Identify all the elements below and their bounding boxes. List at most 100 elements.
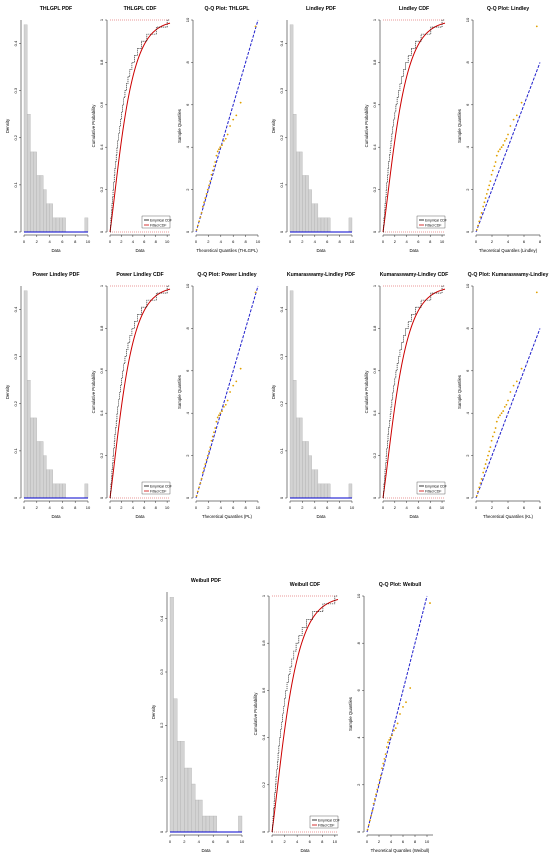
y-axis-label: Sample Quantiles [348, 697, 353, 731]
qq-point [505, 137, 508, 140]
legend-label-fitted: Fitted CDF [425, 223, 441, 227]
qq-point [487, 188, 489, 191]
y-tick-label: 1 [372, 284, 377, 287]
x-tick-label: 4 [48, 505, 51, 510]
panel-pdf-9: Kumaraswamy-Lindley PDF 0 2 4 6 8 10 0 0.1 0.2 0.3… [271, 272, 355, 519]
qq-point [515, 380, 518, 383]
y-tick-label: 0 [13, 230, 18, 233]
y-tick-label: 10 [185, 283, 190, 288]
x-tick-label: 4 [48, 239, 51, 244]
panel-title: Lindley PDF [306, 6, 336, 12]
x-axis-label: Data [135, 248, 145, 253]
x-tick-label: 8 [244, 505, 247, 510]
x-tick-label: 2 [36, 505, 39, 510]
x-tick-label: 0 [23, 505, 26, 510]
panel-title: Q-Q Plot: Lindley [487, 6, 529, 12]
qq-point [232, 118, 235, 121]
qq-point [203, 467, 205, 470]
y-tick-label: 0.8 [372, 325, 377, 331]
qq-point [477, 490, 479, 493]
histogram-bar [23, 290, 28, 499]
histogram-bar [39, 441, 44, 499]
qq-point [377, 783, 380, 786]
y-tick-label: 4 [356, 736, 361, 739]
y-tick-label: 0 [372, 230, 377, 233]
histogram-bar [348, 217, 353, 233]
histogram-bar [36, 441, 41, 499]
qq-point [226, 133, 229, 136]
panel-title: Weibull CDF [290, 582, 320, 588]
qq-point [484, 463, 487, 465]
y-tick-label: 6 [185, 369, 190, 372]
y-tick-label: 1 [99, 18, 104, 21]
qq-point [485, 458, 488, 461]
x-tick-label: 0 [289, 239, 292, 244]
qq-point [203, 201, 205, 204]
qq-point [224, 137, 227, 140]
qq-point [214, 427, 217, 429]
y-tick-label: 0.6 [372, 101, 377, 107]
qq-point [205, 458, 208, 461]
y-tick-label: 0.4 [99, 410, 104, 416]
y-axis-label: Sample Quantiles [457, 109, 462, 143]
x-tick-label: 2 [120, 505, 123, 510]
x-tick-label: 6 [232, 239, 235, 244]
qq-point [494, 427, 497, 429]
histogram-bar [27, 380, 31, 499]
y-tick-label: 0.4 [279, 306, 284, 312]
fitted-cdf-line [382, 288, 446, 499]
y-tick-label: 0.2 [279, 400, 284, 406]
x-tick-label: 4 [314, 239, 317, 244]
y-tick-label: 0 [261, 830, 266, 833]
y-tick-label: 0.4 [372, 410, 377, 416]
qq-point [215, 154, 218, 157]
y-tick-label: 0 [279, 230, 284, 233]
panel-title: Weibull PDF [191, 578, 221, 584]
y-axis-label: Cumulative Probability [364, 104, 369, 148]
y-tick-label: 0.6 [99, 101, 104, 107]
x-tick-label: 2 [378, 839, 381, 844]
qq-point [200, 212, 203, 214]
x-tick-label: 0 [366, 839, 369, 844]
x-tick-label: 0 [169, 839, 172, 844]
x-tick-label: 10 [86, 239, 91, 244]
histogram-bar [320, 483, 325, 499]
x-axis-label: Data [409, 514, 419, 519]
y-tick-label: 0.1 [279, 447, 284, 453]
panel-title: Q-Q Plot: Power Lindley [197, 272, 256, 278]
x-tick-label: 2 [207, 239, 210, 244]
panel-qq-14: Q-Q Plot: Weibull 0 2 4 6 8 10 0 2 4 6 8 10 Theoretic… [348, 582, 433, 853]
x-tick-label: 2 [301, 239, 304, 244]
panel-cdf-13: Weibull CDF 0 2 4 6 8 10 0 0.2 0.4 0.6 0.8 1 Data Cumu… [253, 582, 340, 853]
histogram-bar [43, 455, 47, 499]
y-tick-label: 10 [465, 17, 470, 22]
x-tick-label: 6 [309, 839, 312, 844]
legend-label-fitted: Fitted CDF [425, 489, 441, 493]
qq-point [373, 798, 376, 800]
qq-point [218, 414, 220, 417]
qq-point [224, 403, 227, 406]
histogram-bar [311, 469, 315, 499]
panel-title: Q-Q Plot: THLGPL [205, 6, 251, 12]
panel-cdf-10: Kumaraswamy-Lindley CDF 0 2 4 6 8 10 0 0.2 0.4 0.6… [364, 272, 448, 519]
qq-point [210, 439, 213, 442]
qq-point [490, 173, 493, 176]
empirical-cdf-line [110, 19, 170, 233]
qq-point [502, 410, 505, 412]
x-tick-label: 2 [183, 839, 186, 844]
y-axis-label: Sample Quantiles [177, 375, 182, 409]
histogram-bar [180, 741, 185, 833]
y-tick-label: 0.2 [372, 186, 377, 192]
qq-point [494, 161, 497, 163]
histogram-bar [327, 217, 331, 233]
qq-point [200, 478, 203, 480]
histogram-bar [289, 290, 294, 499]
histogram-bar [52, 217, 57, 233]
x-tick-label: 0 [382, 505, 385, 510]
qq-point [221, 144, 223, 146]
y-tick-label: 10 [465, 283, 470, 288]
x-tick-label: 6 [212, 839, 215, 844]
histogram-bar [209, 815, 214, 833]
y-tick-label: 0.4 [372, 144, 377, 150]
